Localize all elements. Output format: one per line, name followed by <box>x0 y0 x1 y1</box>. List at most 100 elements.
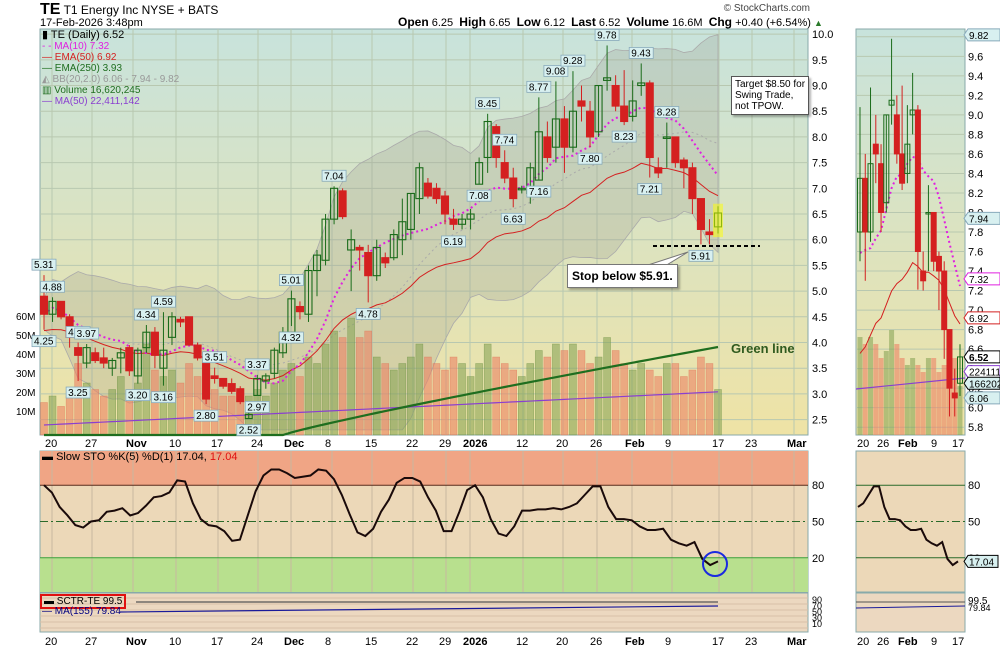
candle <box>458 218 467 225</box>
sctr-ma-legend: — MA(155) 79.84 <box>42 606 121 617</box>
x-axis-label: 20 <box>556 438 568 450</box>
candle <box>671 136 680 164</box>
value-tag <box>963 28 1000 42</box>
price-callout <box>125 389 151 402</box>
candle <box>167 316 177 338</box>
candle <box>654 167 663 174</box>
price-callout <box>321 169 347 182</box>
stochastic-label: Slow STO %K(5) %D(1) 17.04, <box>56 451 207 463</box>
candle <box>295 305 304 313</box>
candle <box>74 347 83 356</box>
svg-text:2.52: 2.52 <box>239 426 259 437</box>
volume-ma-line <box>43 391 719 426</box>
candle <box>227 383 236 392</box>
svg-text:4.88: 4.88 <box>43 282 63 293</box>
chart-title: TE T1 Energy Inc NYSE + BATS <box>40 1 218 19</box>
ticker-symbol: TE <box>40 1 61 18</box>
svg-text:7.04: 7.04 <box>324 171 344 182</box>
candle <box>244 413 253 420</box>
candle <box>620 105 629 123</box>
x-axis-label: 17 <box>712 438 724 450</box>
candle <box>261 375 270 382</box>
price-callout <box>500 212 526 225</box>
x-axis-label: Feb <box>625 438 645 450</box>
price-callout <box>543 65 569 77</box>
sctr-ma-label: MA(155) 79.84 <box>54 606 121 617</box>
candle <box>193 344 202 359</box>
candle <box>133 349 142 377</box>
svg-text:7.80: 7.80 <box>580 154 600 165</box>
stochastic-d-value: 17.04 <box>209 451 238 463</box>
svg-text:2026: 2026 <box>463 636 487 648</box>
price-axis-label: 6.5 <box>812 209 827 221</box>
candle <box>432 187 441 200</box>
candle <box>585 110 595 138</box>
volume-axis-label: 50M <box>16 331 35 342</box>
oversold-zone <box>40 557 808 592</box>
sctr-panel <box>39 592 809 633</box>
candle <box>517 187 526 191</box>
svg-text:5.31: 5.31 <box>34 260 54 271</box>
candle <box>662 136 671 139</box>
candle <box>159 349 168 369</box>
svg-text:Nov: Nov <box>126 636 148 648</box>
svg-text:50: 50 <box>812 607 822 617</box>
price-axis-label: 10.0 <box>812 29 833 41</box>
candle <box>389 234 398 259</box>
x-axis-label: 2026 <box>463 438 487 450</box>
price-panel <box>39 28 809 436</box>
svg-text:17: 17 <box>952 636 964 648</box>
price-callout <box>475 97 501 110</box>
price-callout <box>628 47 654 59</box>
quote-stats: Open 6.25 High 6.65 Low 6.12 Last 6.52 V… <box>398 15 823 29</box>
stochastic-line <box>43 468 719 567</box>
svg-text:9: 9 <box>931 438 937 450</box>
overbought-zone <box>40 451 808 486</box>
highlight-circle <box>702 551 728 577</box>
ema250-line <box>44 345 719 437</box>
svg-text:7.2: 7.2 <box>968 286 983 298</box>
x-axis-label: 12 <box>516 438 528 450</box>
value-tag <box>963 211 1000 225</box>
value-tag <box>963 272 1000 286</box>
volume-label: Volume <box>626 15 669 29</box>
candle <box>381 257 390 264</box>
candle <box>321 218 330 261</box>
svg-text:8.28: 8.28 <box>657 108 677 119</box>
open-label: Open <box>398 15 429 29</box>
svg-text:9: 9 <box>931 636 937 648</box>
price-callout <box>441 235 466 248</box>
candle <box>116 352 125 359</box>
svg-text:9.4: 9.4 <box>968 71 983 83</box>
candle <box>466 213 475 220</box>
svg-text:Feb: Feb <box>625 636 645 648</box>
svg-text:79.84: 79.84 <box>968 603 991 613</box>
candle <box>347 239 356 251</box>
candle <box>440 195 450 215</box>
high-label: High <box>459 15 486 29</box>
chart-date: 17-Feb-2026 3:48pm <box>40 17 143 29</box>
legend-volume: ▥ Volume 16,620,245 <box>42 85 141 96</box>
candle <box>705 231 714 236</box>
price-callout <box>355 308 381 320</box>
high-value: 6.65 <box>489 17 511 29</box>
price-callout <box>279 331 304 344</box>
svg-text:10: 10 <box>169 636 181 648</box>
x-axis-label: 9 <box>665 438 671 450</box>
svg-text:50: 50 <box>968 517 980 529</box>
x-axis-label: 10 <box>169 438 181 450</box>
candle <box>253 377 262 396</box>
x-axis-label: 15 <box>365 438 377 450</box>
candle <box>500 162 509 179</box>
candle <box>603 77 612 81</box>
candle <box>364 252 373 277</box>
svg-text:6.19: 6.19 <box>444 237 464 248</box>
svg-text:20: 20 <box>857 636 869 648</box>
candle <box>176 318 185 323</box>
price-axis-label: 5.5 <box>812 260 827 272</box>
x-axis-label: 27 <box>85 438 97 450</box>
svg-text:6.8: 6.8 <box>968 325 983 337</box>
candle <box>338 190 347 218</box>
svg-text:9.78: 9.78 <box>597 30 617 41</box>
volume-axis-label: 40M <box>16 350 35 361</box>
